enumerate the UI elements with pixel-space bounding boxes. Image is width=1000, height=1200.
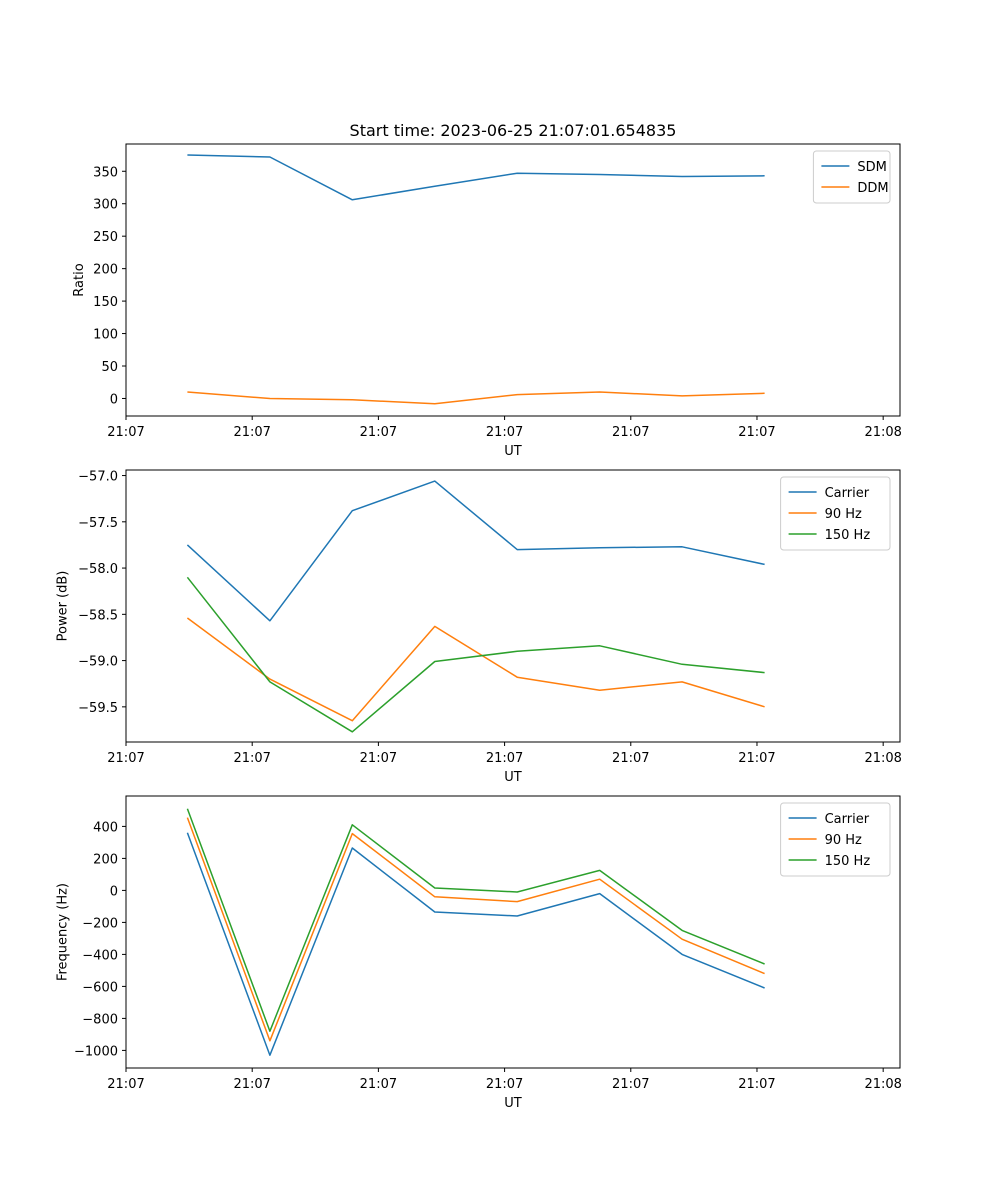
x-tick-label-ratio-3: 21:07 bbox=[486, 425, 523, 440]
legend-power: Carrier 90 Hz 150 Hz bbox=[780, 476, 891, 551]
y-tick-label-ratio-4: 200 bbox=[93, 263, 118, 278]
legend-box-frequency bbox=[780, 802, 891, 877]
y-tick-label-frequency-4: −200 bbox=[82, 916, 118, 931]
legend-label-frequency-0: Carrier bbox=[825, 812, 870, 827]
axes-frame-frequency bbox=[125, 795, 901, 1069]
axes-frame-power bbox=[125, 469, 901, 743]
x-tick-label-frequency-0: 21:07 bbox=[107, 1077, 144, 1092]
y-tick-label-frequency-3: −400 bbox=[82, 948, 118, 963]
x-tick-label-ratio-5: 21:07 bbox=[738, 425, 775, 440]
series-line-power-1 bbox=[186, 617, 765, 722]
x-tick-label-ratio-4: 21:07 bbox=[612, 425, 649, 440]
y-axis-label-ratio: Ratio bbox=[72, 263, 87, 296]
series-line-frequency-0 bbox=[186, 832, 765, 1056]
legend-label-power-0: Carrier bbox=[825, 486, 870, 501]
y-tick-label-frequency-2: −600 bbox=[82, 980, 118, 995]
y-tick-label-power-0: −59.5 bbox=[78, 701, 118, 716]
y-axis-label-power: Power (dB) bbox=[56, 571, 71, 642]
x-tick-label-frequency-5: 21:07 bbox=[738, 1077, 775, 1092]
y-tick-label-ratio-0: 0 bbox=[110, 392, 118, 407]
legend-label-ratio-0: SDM bbox=[857, 160, 886, 175]
y-tick-label-ratio-2: 100 bbox=[93, 328, 118, 343]
y-tick-label-ratio-6: 300 bbox=[93, 198, 118, 213]
x-tick-label-power-0: 21:07 bbox=[107, 751, 144, 766]
x-axis-label-power: UT bbox=[504, 770, 522, 785]
x-tick-label-power-4: 21:07 bbox=[612, 751, 649, 766]
x-tick-label-ratio-1: 21:07 bbox=[233, 425, 270, 440]
figure-title: Start time: 2023-06-25 21:07:01.654835 bbox=[350, 121, 677, 140]
x-tick-label-power-3: 21:07 bbox=[486, 751, 523, 766]
legend-label-power-1: 90 Hz bbox=[825, 507, 862, 522]
legend-label-frequency-2: 150 Hz bbox=[825, 854, 871, 869]
x-tick-label-frequency-4: 21:07 bbox=[612, 1077, 649, 1092]
x-tick-label-power-5: 21:07 bbox=[738, 751, 775, 766]
y-tick-label-power-2: −58.5 bbox=[78, 608, 118, 623]
subplot-frequency: 21:07 21:07 21:07 21:07 21:07 21:07 21:08 −1000… bbox=[56, 795, 902, 1111]
legend-label-power-2: 150 Hz bbox=[825, 528, 871, 543]
x-tick-label-ratio-6: 21:08 bbox=[864, 425, 901, 440]
y-tick-label-frequency-5: 0 bbox=[110, 884, 118, 899]
legend-frequency: Carrier 90 Hz 150 Hz bbox=[780, 802, 891, 877]
legend-label-frequency-1: 90 Hz bbox=[825, 833, 862, 848]
series-line-frequency-1 bbox=[186, 817, 765, 1042]
y-tick-label-power-5: −57.0 bbox=[78, 470, 118, 485]
x-tick-label-power-6: 21:08 bbox=[864, 751, 901, 766]
x-tick-label-frequency-1: 21:07 bbox=[233, 1077, 270, 1092]
series-line-power-2 bbox=[186, 576, 765, 733]
x-tick-label-power-2: 21:07 bbox=[360, 751, 397, 766]
series-line-power-0 bbox=[186, 480, 765, 622]
subplot-power: 21:07 21:07 21:07 21:07 21:07 21:07 21:08 −59.5… bbox=[56, 469, 902, 785]
x-tick-label-frequency-2: 21:07 bbox=[360, 1077, 397, 1092]
x-axis-label-frequency: UT bbox=[504, 1096, 522, 1111]
y-tick-label-frequency-7: 400 bbox=[93, 820, 118, 835]
legend-label-ratio-1: DDM bbox=[857, 181, 888, 196]
y-tick-label-power-1: −59.0 bbox=[78, 655, 118, 670]
y-tick-label-ratio-3: 150 bbox=[93, 295, 118, 310]
x-tick-label-frequency-6: 21:08 bbox=[864, 1077, 901, 1092]
legend-box-ratio bbox=[812, 150, 891, 204]
x-tick-label-ratio-2: 21:07 bbox=[360, 425, 397, 440]
legend-box-power bbox=[780, 476, 891, 551]
y-tick-label-power-4: −57.5 bbox=[78, 516, 118, 531]
y-tick-label-power-3: −58.0 bbox=[78, 562, 118, 577]
x-tick-label-frequency-3: 21:07 bbox=[486, 1077, 523, 1092]
y-tick-label-frequency-1: −800 bbox=[82, 1012, 118, 1027]
x-tick-label-ratio-0: 21:07 bbox=[107, 425, 144, 440]
subplot-ratio: 21:07 21:07 21:07 21:07 21:07 21:07 21:08 0 50 10… bbox=[72, 143, 902, 459]
y-tick-label-ratio-1: 50 bbox=[101, 360, 118, 375]
x-tick-label-power-1: 21:07 bbox=[233, 751, 270, 766]
y-axis-label-frequency: Frequency (Hz) bbox=[56, 883, 71, 981]
series-line-frequency-2 bbox=[186, 808, 765, 1032]
x-axis-label-ratio: UT bbox=[504, 444, 522, 459]
y-tick-label-frequency-6: 200 bbox=[93, 852, 118, 867]
subplots-container: 21:07 21:07 21:07 21:07 21:07 21:07 21:08 0 50 10… bbox=[56, 143, 902, 1111]
series-line-ratio-1 bbox=[187, 391, 765, 405]
y-tick-label-ratio-7: 350 bbox=[93, 165, 118, 180]
y-tick-label-frequency-0: −1000 bbox=[74, 1044, 118, 1059]
y-tick-label-ratio-5: 250 bbox=[93, 230, 118, 245]
series-line-ratio-0 bbox=[187, 154, 765, 201]
axes-frame-ratio bbox=[125, 143, 901, 417]
legend-ratio: SDM DDM bbox=[812, 150, 891, 204]
